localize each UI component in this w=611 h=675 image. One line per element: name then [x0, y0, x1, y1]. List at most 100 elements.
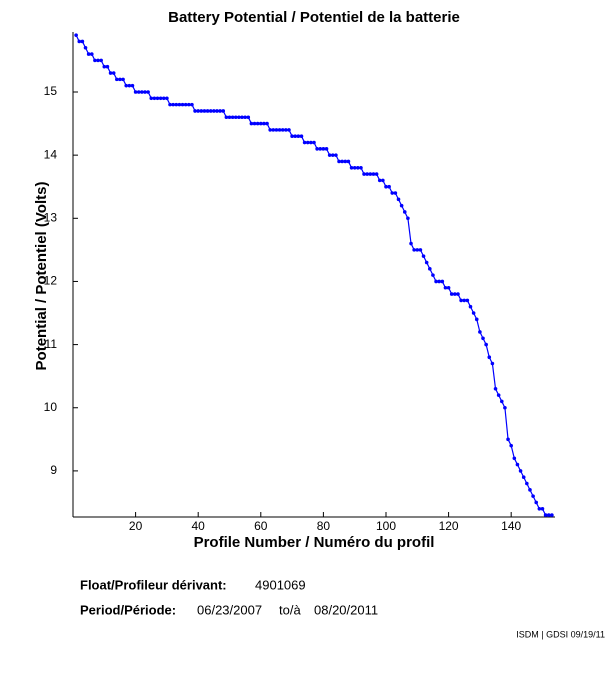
- footer: ISDM | GDSI 09/19/11: [516, 629, 605, 639]
- data-point: [249, 121, 254, 126]
- data-point: [437, 279, 441, 284]
- data-point: [468, 304, 473, 309]
- data-point: [521, 475, 526, 480]
- data-point: [205, 109, 210, 113]
- data-point: [493, 387, 498, 391]
- data-point: [356, 165, 360, 170]
- data-point: [543, 513, 548, 517]
- data-point: [359, 165, 363, 170]
- data-point: [474, 317, 479, 322]
- y-tick-label: 15: [44, 84, 58, 98]
- data-point: [387, 184, 391, 189]
- float-label: Float/Profileur dérivant:: [80, 577, 227, 592]
- data-point: [346, 159, 351, 164]
- data-point: [111, 71, 116, 75]
- data-point: [136, 90, 141, 94]
- data-point: [396, 197, 401, 202]
- data-point: [340, 159, 344, 164]
- data-point: [224, 115, 229, 120]
- data-point: [237, 115, 241, 120]
- data-point: [208, 109, 213, 113]
- data-point: [252, 121, 257, 126]
- data-point: [550, 513, 554, 517]
- data-point: [487, 355, 492, 360]
- data-point: [293, 134, 298, 138]
- data-point: [478, 330, 482, 334]
- data-point: [434, 279, 438, 284]
- data-point: [540, 506, 545, 511]
- y-tick-label: 11: [45, 337, 58, 351]
- data-point: [374, 172, 379, 176]
- data-point: [337, 159, 341, 164]
- data-point: [368, 172, 373, 176]
- data-point: [121, 77, 125, 82]
- data-point: [428, 267, 432, 271]
- y-tick-label: 14: [44, 147, 58, 161]
- data-point: [233, 115, 238, 120]
- data-point: [381, 178, 385, 183]
- data-point: [199, 109, 204, 113]
- data-point: [399, 203, 404, 208]
- data-point: [321, 147, 326, 151]
- data-point: [509, 443, 513, 448]
- end-date: 08/20/2011: [314, 602, 378, 617]
- data-point: [246, 115, 251, 120]
- data-point: [546, 513, 551, 517]
- data-point: [80, 39, 85, 44]
- data-point: [140, 90, 144, 94]
- data-point: [424, 260, 429, 265]
- data-point: [490, 361, 495, 366]
- data-point: [124, 83, 129, 88]
- data-point: [96, 58, 100, 63]
- data-point: [531, 494, 535, 498]
- x-tick-label: 120: [439, 519, 459, 533]
- y-tick-label: 12: [44, 274, 58, 288]
- period-to: to/à: [279, 602, 301, 617]
- x-tick-label: 100: [376, 519, 396, 533]
- data-point: [177, 102, 182, 107]
- data-point: [415, 248, 420, 252]
- data-point: [115, 77, 119, 82]
- data-point: [133, 90, 138, 94]
- data-point: [168, 102, 172, 107]
- data-point: [443, 285, 448, 290]
- data-point: [471, 311, 476, 315]
- data-point: [499, 399, 504, 404]
- data-point: [155, 96, 160, 101]
- float-id: 4901069: [255, 577, 306, 592]
- data-point: [102, 64, 107, 69]
- data-point: [268, 128, 272, 132]
- data-point: [174, 102, 179, 107]
- data-point: [187, 102, 191, 107]
- data-point: [484, 342, 488, 347]
- data-point: [334, 153, 338, 157]
- data-point: [143, 90, 147, 94]
- data-point: [371, 172, 376, 176]
- data-point: [287, 128, 291, 132]
- data-point: [193, 109, 197, 113]
- data-point: [449, 292, 454, 296]
- data-point: [243, 115, 247, 120]
- start-date: 06/23/2007: [197, 602, 262, 617]
- data-point: [180, 102, 185, 107]
- data-point: [165, 96, 169, 101]
- data-point: [302, 140, 307, 145]
- data-point: [299, 134, 304, 138]
- data-point: [362, 172, 366, 176]
- data-point: [349, 165, 354, 170]
- data-point: [183, 102, 188, 107]
- data-point: [330, 153, 335, 157]
- data-point: [149, 96, 154, 101]
- data-point: [515, 462, 520, 467]
- data-point: [402, 210, 407, 214]
- data-point: [409, 241, 413, 246]
- data-point: [255, 121, 260, 126]
- data-point: [277, 128, 282, 132]
- data-point: [280, 128, 285, 132]
- chart-title: Battery Potential / Potentiel de la batt…: [168, 9, 460, 26]
- data-point: [324, 147, 329, 151]
- data-point: [265, 121, 269, 126]
- data-point: [284, 128, 288, 132]
- x-tick-label: 20: [129, 519, 143, 533]
